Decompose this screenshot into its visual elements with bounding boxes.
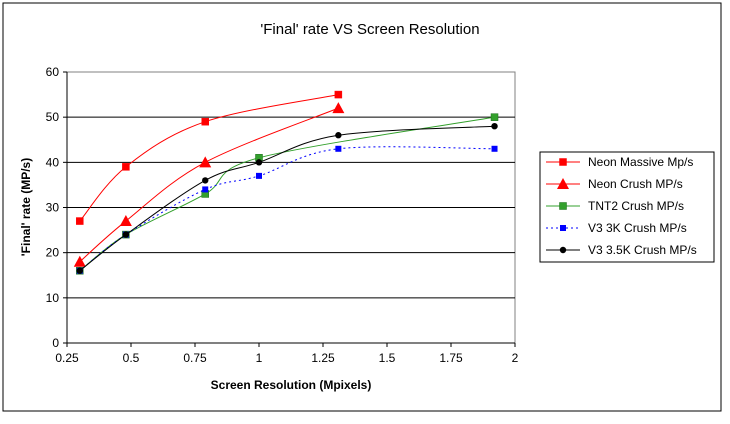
data-point [332, 102, 345, 114]
series-layer [73, 90, 499, 275]
y-axis-label: 'Final' rate (MP/s) [19, 158, 33, 256]
chart-title: 'Final' rate VS Screen Resolution [260, 21, 479, 38]
y-tick-label: 0 [52, 336, 59, 350]
y-tick-label: 30 [46, 201, 60, 215]
series-line [79, 94, 339, 222]
data-point [335, 145, 342, 152]
data-point [491, 123, 498, 130]
series-line [79, 107, 339, 263]
x-tick-label: 0.75 [183, 351, 207, 365]
data-point [334, 90, 343, 99]
x-tick-label: 0.25 [55, 351, 79, 365]
data-point [76, 217, 84, 225]
data-point [335, 132, 342, 139]
data-point [202, 177, 209, 184]
axes: 0 10 20 30 40 50 60 0.25 0.5 0.75 1 1.25 1.5 1.75 2 [46, 65, 519, 365]
legend-label: V3 3K Crush MP/s [588, 221, 687, 235]
legend-label: Neon Crush MP/s [588, 177, 683, 191]
y-tick-label: 40 [46, 155, 60, 169]
legend-item: V3 3.5K Crush MP/s [546, 243, 697, 257]
data-point [490, 113, 499, 121]
data-point [202, 186, 209, 193]
data-point [122, 163, 130, 171]
legend-marker [559, 246, 567, 254]
x-axis-label: Screen Resolution (Mpixels) [211, 378, 372, 392]
x-tick-label: 1 [256, 351, 263, 365]
x-tick-label: 0.5 [123, 351, 140, 365]
legend-label: Neon Massive Mp/s [588, 155, 693, 169]
legend-marker [557, 178, 569, 189]
legend-item: Neon Crush MP/s [546, 177, 683, 191]
legend-item: Neon Massive Mp/s [546, 155, 693, 169]
legend: Neon Massive Mp/s Neon Crush MP/s TNT2 Cru… [546, 155, 697, 257]
data-point [122, 231, 130, 238]
gridlines [67, 116, 515, 299]
x-tick-label: 1.75 [439, 351, 463, 365]
legend-label: V3 3.5K Crush MP/s [588, 243, 697, 257]
series-1 [76, 90, 343, 225]
legend-marker [560, 225, 566, 231]
x-tick-label: 1.5 [379, 351, 396, 365]
y-tick-label: 20 [46, 246, 60, 260]
data-point [201, 117, 209, 126]
legend-marker [559, 202, 567, 210]
data-point [73, 255, 86, 267]
series-5 [76, 123, 498, 274]
legend-label: TNT2 Crush MP/s [588, 199, 684, 213]
data-point [256, 172, 262, 179]
y-tick-label: 60 [46, 65, 60, 79]
legend-item: TNT2 Crush MP/s [546, 199, 684, 213]
data-point [199, 156, 212, 168]
data-point [491, 145, 498, 152]
legend-marker [559, 158, 567, 166]
data-point [76, 267, 84, 274]
legend-box [539, 151, 715, 263]
y-tick-label: 10 [46, 291, 60, 305]
data-point [119, 215, 132, 227]
legend-item: V3 3K Crush MP/s [546, 221, 687, 235]
x-tick-label: 2 [512, 351, 519, 365]
series-2 [73, 102, 345, 267]
y-tick-label: 50 [46, 110, 60, 124]
x-tick-label: 1.25 [311, 351, 335, 365]
data-point [255, 159, 263, 166]
